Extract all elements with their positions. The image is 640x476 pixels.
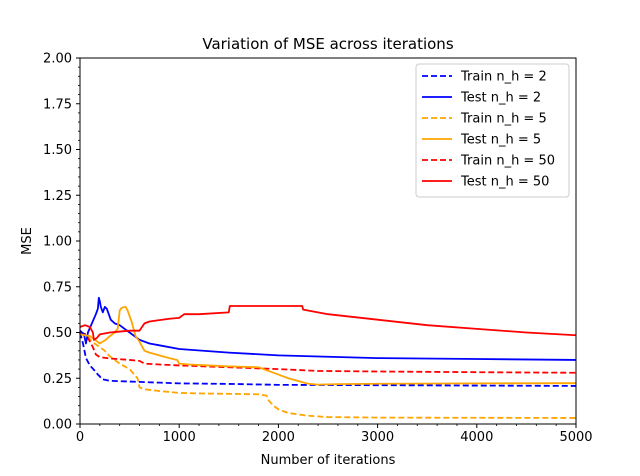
x-tick-label: 5000: [559, 430, 592, 445]
x-axis: 0 1000 2000 3000 4000 5000: [76, 424, 593, 445]
y-tick-label: 1.25: [43, 189, 72, 204]
x-tick-label: 3000: [361, 430, 394, 445]
legend-label: Train n_h = 5: [460, 112, 547, 127]
y-tick-label: 1.00: [43, 235, 72, 250]
series-line-test-n-h-2: [79, 296, 577, 361]
series-line-train-n-h-2: [79, 332, 577, 387]
series-line-train-n-h-50: [79, 331, 577, 374]
y-tick-label: 1.50: [43, 143, 72, 158]
y-axis: 0.00 0.25 0.50 0.75 1.00 1.25 1.50 1.75 2.00: [43, 52, 80, 433]
series-line-test-n-h-5: [79, 305, 577, 386]
y-tick-label: 0.75: [43, 280, 72, 295]
legend-label: Train n_h = 50: [460, 154, 555, 169]
x-tick-label: 0: [76, 430, 84, 445]
legend-label: Train n_h = 2: [460, 70, 547, 85]
y-tick-label: 0.25: [43, 372, 72, 387]
plot-area: [79, 296, 577, 419]
x-axis-label: Number of iterations: [261, 453, 396, 468]
y-tick-label: 1.75: [43, 97, 72, 112]
chart-title: Variation of MSE across iterations: [202, 35, 453, 53]
legend: Train n_h = 2 Test n_h = 2 Train n_h = 5 Te…: [415, 63, 570, 198]
series-line-train-n-h-5: [79, 331, 577, 419]
y-tick-label: 0.50: [43, 326, 72, 341]
legend-label: Test n_h = 50: [460, 175, 549, 190]
y-tick-label: 2.00: [43, 52, 72, 67]
legend-label: Test n_h = 2: [460, 91, 541, 106]
legend-label: Test n_h = 5: [460, 133, 541, 148]
series-line-test-n-h-50: [79, 305, 577, 341]
y-axis-label: MSE: [20, 227, 35, 255]
legend-box: [415, 63, 570, 198]
x-tick-label: 4000: [460, 430, 493, 445]
x-tick-label: 2000: [262, 430, 295, 445]
x-tick-label: 1000: [163, 430, 196, 445]
y-tick-label: 0.00: [43, 418, 72, 433]
